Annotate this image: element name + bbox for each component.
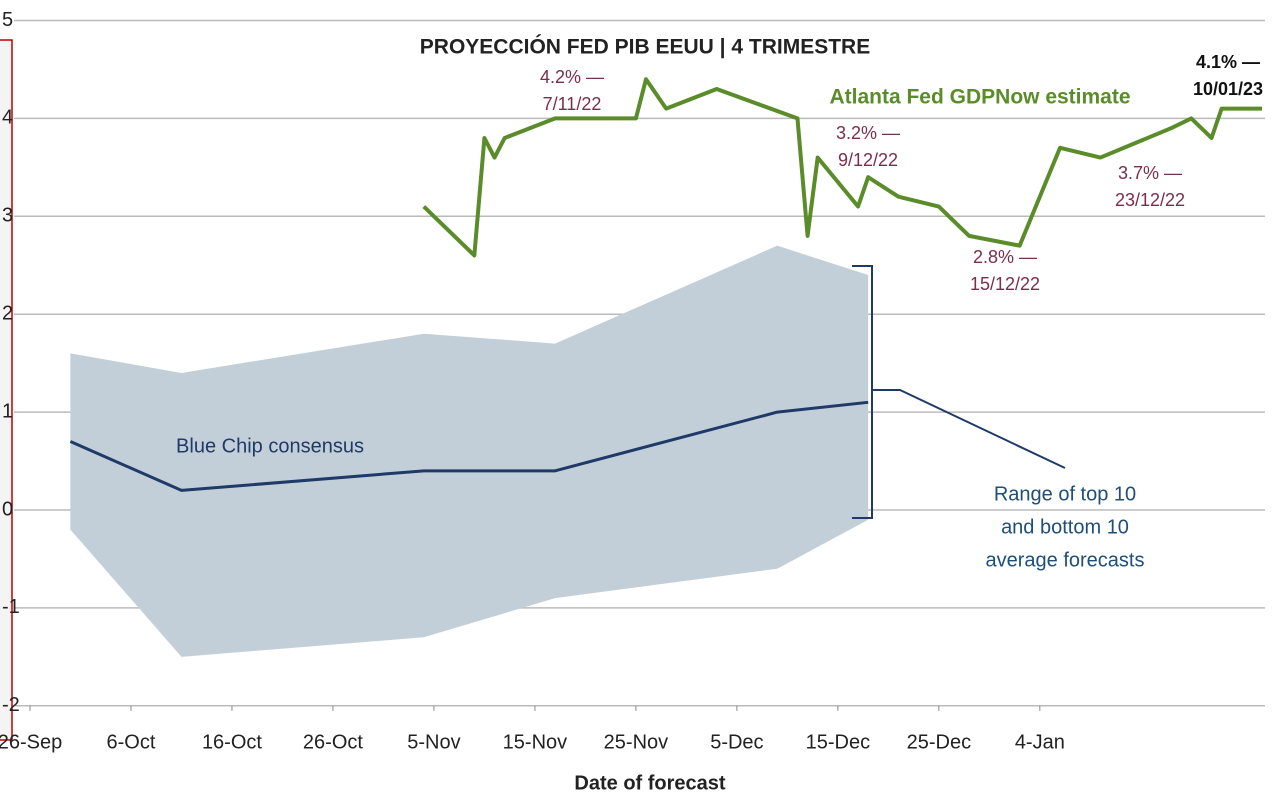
y-tick-label: 0 [2,498,13,520]
y-tick-label: -2 [2,694,20,716]
annotation: 9/12/22 [838,150,898,170]
y-tick-label: 2 [2,302,13,324]
x-axis-label: Date of forecast [574,772,725,794]
x-tick-label: 16-Oct [202,731,262,753]
band-label: average forecasts [986,549,1145,571]
x-tick-label: 25-Dec [907,731,971,753]
annotation: 3.7% — [1118,163,1182,183]
x-tick-label: 5-Nov [407,731,460,753]
bracket [852,265,1066,519]
band-label: and bottom 10 [1001,516,1129,538]
band-label: Range of top 10 [994,483,1136,505]
side-panel [0,39,13,741]
annotation: 3.2% — [836,123,900,143]
annotation: 15/12/22 [970,274,1040,294]
annotation: 4.2% — [540,67,604,87]
x-tick-label: 26-Sep [0,731,62,753]
chart-title: PROYECCIÓN FED PIB EEUU | 4 TRIMESTRE [420,35,870,59]
annotation: 2.8% — [973,247,1037,267]
x-tick-label: 4-Jan [1015,731,1065,753]
x-tick-label: 6-Oct [107,731,156,753]
y-tick-label: -1 [2,596,20,618]
x-tick-label: 15-Dec [806,731,870,753]
x-tick-label: 26-Oct [303,731,363,753]
range-band [70,245,869,657]
series-label: Blue Chip consensus [176,435,364,457]
x-tick-label: 15-Nov [503,731,567,753]
x-tick-label: 5-Dec [710,731,763,753]
series-label: Atlanta Fed GDPNow estimate [829,86,1130,109]
plot-area [14,19,1265,711]
y-tick-label: 4 [2,107,13,129]
series-line [69,400,869,492]
annotation: 4.1% — [1196,52,1260,72]
y-tick-label: 1 [2,400,13,422]
y-tick-label: 3 [2,205,13,227]
annotation: 7/11/22 [543,94,602,114]
annotation: 23/12/22 [1115,190,1185,210]
series-line [422,77,1262,258]
y-tick-label: 5 [2,9,13,31]
x-tick-label: 25-Nov [604,731,668,753]
annotation: 10/01/23 [1193,79,1263,99]
